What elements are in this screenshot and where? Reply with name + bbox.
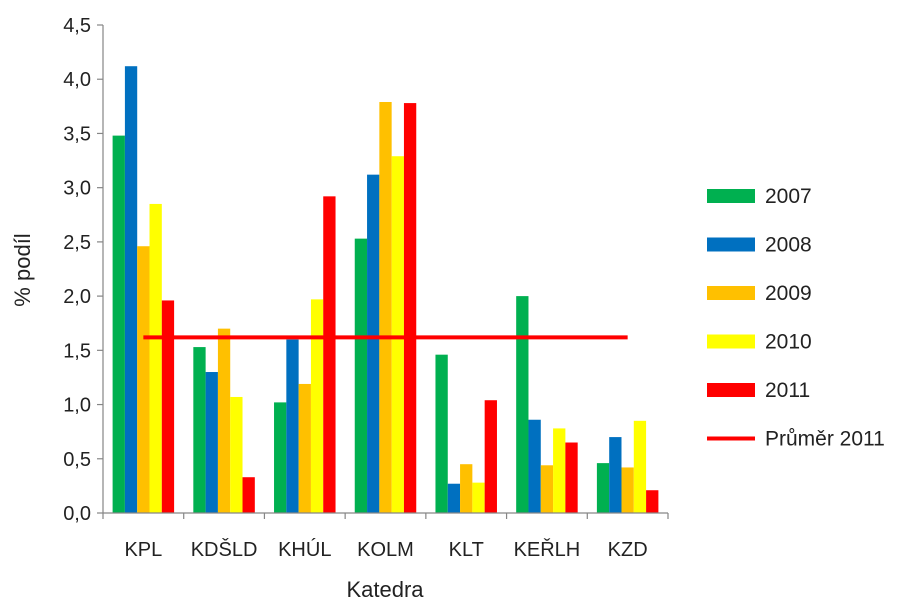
y-axis-title: % podíl	[10, 233, 35, 306]
y-tick-label: 1,0	[63, 395, 91, 417]
axes: 0,0 0,5 1,0 1,5 2,0 2,5 3,0 3,5 4,0 4,5 KPL KDŠLD KH…	[63, 15, 669, 561]
legend-label: 2008	[765, 234, 812, 257]
bar-2011-KZD	[646, 490, 659, 513]
bar-2011-KDŠLD	[242, 477, 255, 513]
bar-2007-KDŠLD	[193, 347, 206, 513]
bar-2011-KEŘLH	[565, 442, 578, 513]
legend-label: 2007	[765, 185, 812, 208]
y-tick-label: 3,0	[63, 178, 91, 200]
legend-label: Průměr 2011	[765, 428, 885, 451]
legend-swatch-2009	[707, 286, 755, 300]
bar-2009-KDŠLD	[217, 328, 231, 513]
legend: 2007 2008 2009 2010 2011 Průměr 2011	[707, 185, 885, 451]
bar-2008-KDŠLD	[205, 372, 218, 513]
bar-2007-KZD	[596, 463, 610, 513]
x-tick-label: KZD	[608, 539, 648, 561]
legend-swatch-2007	[707, 189, 755, 203]
bar-2009-KOLM	[379, 101, 392, 514]
bar-2011-KLT	[484, 400, 497, 513]
bar-2007-KHÚL	[274, 402, 287, 513]
x-tick-label: KHÚL	[278, 538, 331, 561]
bar-2010-KPL	[149, 203, 162, 513]
y-tick-label: 2,0	[63, 286, 91, 308]
bar-2008-KEŘLH	[528, 419, 541, 513]
x-tick-label: KEŘLH	[514, 538, 581, 561]
bar-2008-KHÚL	[286, 339, 299, 513]
bar-2009-KZD	[621, 467, 634, 513]
bar-2009-KLT	[460, 464, 473, 513]
y-tick-label: 1,5	[63, 340, 91, 362]
bar-2007-KLT	[435, 354, 448, 513]
bar-2011-KOLM	[403, 103, 417, 513]
bar-2009-KHÚL	[298, 383, 311, 513]
legend-label: 2010	[765, 331, 812, 354]
bar-2011-KPL	[161, 300, 175, 513]
y-tick-label: 0,5	[63, 449, 91, 471]
bar-2008-KOLM	[367, 174, 380, 514]
x-axis-title: Katedra	[346, 577, 424, 601]
y-tick-label: 4,0	[63, 69, 91, 91]
bar-2008-KZD	[609, 437, 622, 513]
legend-label: 2009	[765, 282, 812, 305]
bar-2008-KPL	[124, 66, 138, 513]
bar-2010-KZD	[633, 420, 647, 513]
y-tick-label: 2,5	[63, 232, 91, 254]
bar-2008-KLT	[447, 483, 461, 513]
y-tick-label: 3,5	[63, 123, 91, 145]
bar-2010-KDŠLD	[230, 396, 243, 513]
y-tick-label: 0,0	[63, 503, 91, 525]
bar-2010-KOLM	[391, 156, 404, 513]
bar-2007-KOLM	[354, 238, 368, 513]
bar-2007-KPL	[112, 135, 125, 513]
y-tick-label: 4,5	[63, 15, 91, 37]
plot-area	[112, 66, 659, 514]
x-tick-label: KPL	[124, 539, 162, 561]
legend-swatch-2010	[707, 334, 755, 349]
bar-2009-KEŘLH	[540, 465, 554, 513]
bar-2010-KEŘLH	[553, 428, 566, 513]
legend-label: 2011	[765, 379, 810, 402]
bar-2010-KHÚL	[310, 299, 324, 513]
x-tick-label: KLT	[449, 539, 484, 561]
legend-swatch-2008	[707, 237, 755, 252]
bar-2007-KEŘLH	[516, 296, 529, 513]
bar-2011-KHÚL	[323, 196, 336, 513]
bar-2010-KLT	[472, 482, 485, 513]
bar-2009-KPL	[137, 246, 150, 513]
x-tick-label: KOLM	[357, 539, 414, 561]
x-tick-label: KDŠLD	[191, 538, 258, 561]
legend-swatch-2011	[707, 383, 755, 397]
